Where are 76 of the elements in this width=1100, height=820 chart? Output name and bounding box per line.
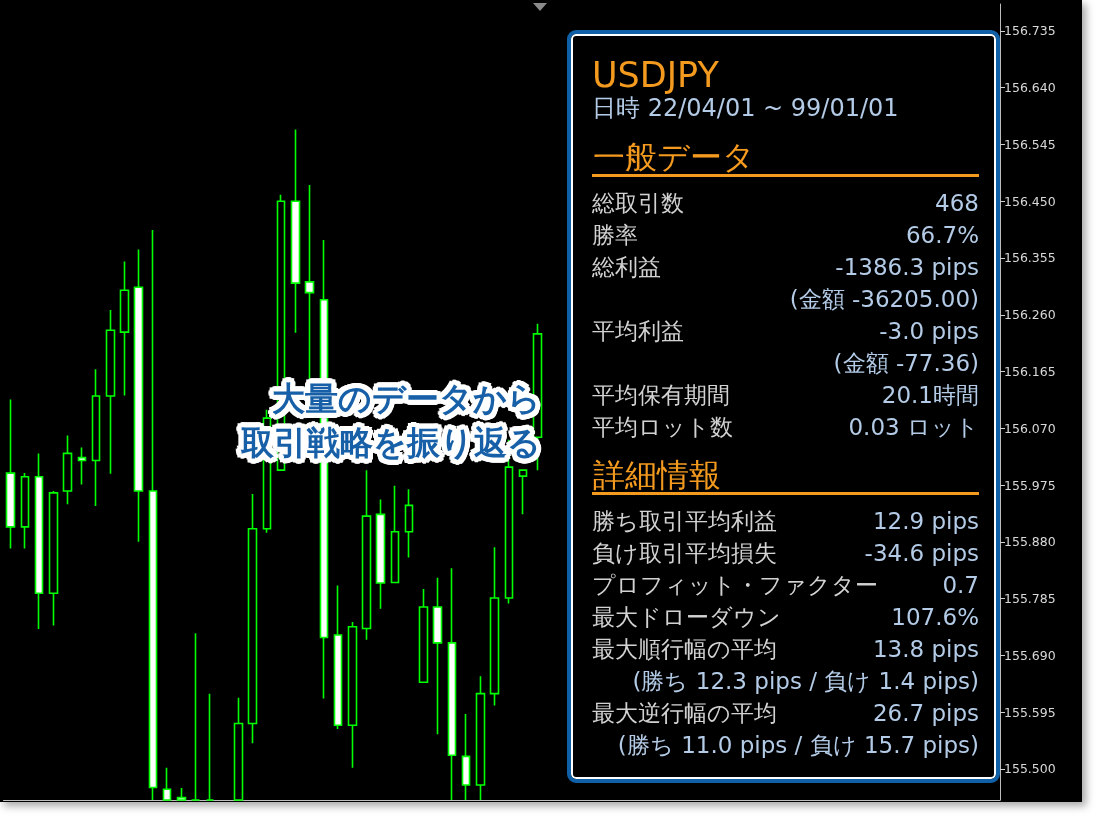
candlestick [133, 248, 144, 543]
annotation: 勝率 [592, 221, 638, 250]
candlestick [390, 484, 400, 584]
annotation: 平均保有期間 [592, 381, 730, 410]
annotation: 12.9 pips [872, 507, 979, 536]
annotation: (金額 -77.36) [833, 349, 979, 378]
annotation: -34.6 pips [864, 539, 979, 568]
candlestick [361, 469, 372, 641]
annotation: 66.7% [905, 221, 979, 250]
y-tick-label: 155.975 [1004, 477, 1056, 493]
annotation: プロフィット・ファクター [592, 571, 878, 600]
text: 日時 22/04/01 ~ 99/01/01 [592, 94, 899, 122]
y-tick-label: 156.355 [1004, 250, 1056, 266]
annotation: 最大ドローダウン [592, 603, 781, 632]
y-tick-label: 156.070 [1004, 420, 1056, 436]
annotation: (金額 -36205.00) [789, 285, 979, 314]
candlestick [190, 632, 201, 801]
candlestick [347, 621, 358, 769]
candlestick [447, 567, 457, 801]
candlestick [461, 713, 471, 801]
candlestick [20, 472, 30, 550]
candlestick [148, 229, 158, 801]
annotation: 468 [935, 189, 979, 218]
y-tick-label: 155.690 [1004, 647, 1056, 663]
annotation: 負け取引平均損失 [592, 539, 777, 568]
candlestick [62, 434, 73, 505]
candlestick [5, 398, 16, 550]
y-tick-label: 156.545 [1004, 136, 1056, 152]
candlestick [176, 787, 187, 801]
annotation: 一般データ [593, 138, 755, 176]
annotation: 107.6% [891, 603, 979, 632]
candlestick [432, 576, 443, 736]
y-tick-label: 156.165 [1004, 364, 1056, 380]
candlestick [404, 488, 414, 559]
annotation: 平均利益 [592, 317, 684, 346]
y-tick-label: 156.260 [1004, 307, 1056, 323]
candlestick [418, 588, 429, 684]
candlestick [518, 469, 528, 516]
annotation: -1386.3 pips [835, 253, 979, 282]
annotation: 0.7 [942, 571, 979, 600]
y-tick-label: 156.450 [1004, 193, 1056, 209]
annotation: 総利益 [592, 253, 661, 282]
annotation: 13.8 pips [872, 635, 979, 664]
candlestick [77, 446, 87, 486]
candlestick [375, 498, 386, 610]
y-tick-label: 155.785 [1004, 591, 1056, 607]
annotation: 最大順行幅の平均 [592, 635, 777, 664]
candlestick [333, 584, 343, 730]
candlestick [304, 184, 315, 381]
annotation: 総取引数 [592, 189, 684, 218]
annotation: 平均ロット数 [592, 413, 733, 442]
y-tick-label: 155.595 [1004, 704, 1056, 720]
y-tick-label: 155.880 [1004, 534, 1056, 550]
annotation: 詳細情報 [593, 456, 721, 494]
y-tick-label: 156.640 [1004, 80, 1056, 96]
annotation: 最大逆行幅の平均 [592, 699, 777, 728]
candlestick [48, 490, 59, 627]
text: USDJPY [592, 55, 719, 95]
annotation: 0.03 ロット [848, 413, 979, 442]
y-tick-label: 156.735 [1004, 23, 1056, 39]
annotation: 20.1時間 [881, 381, 979, 410]
annotation: (勝ち 11.0 pips / 負け 15.7 pips) [617, 731, 979, 760]
y-tick-label: 155.500 [1004, 761, 1056, 777]
candlestick [489, 546, 500, 707]
annotation: 26.7 pips [872, 699, 979, 728]
annotation: -3.0 pips [879, 317, 979, 346]
candlestick [105, 309, 116, 475]
candlestick [34, 452, 44, 630]
candlestick [162, 766, 172, 801]
annotation: 勝ち取引平均利益 [592, 507, 777, 536]
annotation: (勝ち 12.3 pips / 負け 1.4 pips) [632, 667, 979, 696]
candlestick [290, 128, 301, 334]
candlestick [205, 692, 215, 801]
candlestick [91, 368, 101, 507]
candlestick [119, 260, 130, 397]
candlestick [247, 493, 258, 745]
